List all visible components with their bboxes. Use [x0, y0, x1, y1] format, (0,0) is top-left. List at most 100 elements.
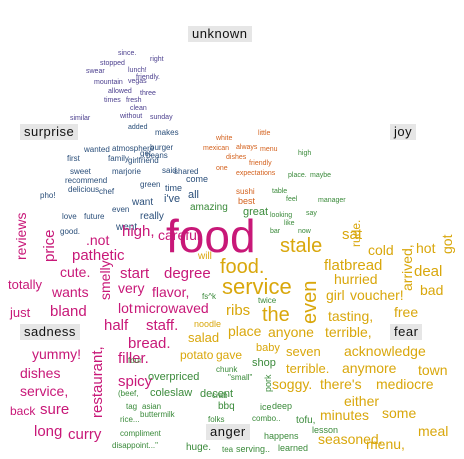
word: looking: [270, 212, 293, 219]
word: time: [165, 183, 183, 193]
word: cold: [368, 242, 394, 258]
word: compliment: [120, 429, 161, 438]
word: beans: [146, 151, 168, 160]
word: cute.: [60, 264, 91, 280]
word: baby: [256, 342, 280, 354]
word: feel: [286, 196, 298, 203]
word: degree: [164, 265, 211, 282]
word: four: [128, 356, 142, 365]
word: best: [238, 196, 256, 206]
word: salad: [188, 330, 220, 345]
word: meal: [418, 423, 449, 439]
word: tea: [222, 445, 234, 454]
word: combo..: [252, 414, 281, 423]
word: asian: [142, 402, 162, 411]
word: overpriced: [148, 371, 200, 383]
word: fs^k: [202, 292, 216, 301]
word: say: [306, 210, 317, 217]
word: just: [10, 305, 31, 320]
word: hurried: [334, 271, 378, 287]
word: filler.: [118, 350, 149, 367]
word: sushi: [236, 187, 255, 196]
word: minutes: [320, 407, 370, 423]
category-label-joy: joy: [390, 124, 417, 141]
word: tasting,: [328, 308, 374, 324]
word: i've: [164, 193, 181, 205]
word: times: [104, 97, 121, 104]
word: staff.: [146, 317, 179, 334]
word: dishes: [226, 154, 247, 161]
word: either: [344, 393, 380, 409]
word: sunday: [150, 114, 173, 121]
word: maybe: [310, 172, 332, 179]
word: flatbread: [324, 257, 383, 274]
word: great: [243, 206, 269, 218]
word: smelly: [97, 260, 113, 300]
word: amazing: [190, 202, 228, 213]
word: bar: [270, 228, 281, 235]
word: service: [222, 274, 292, 299]
word: first: [67, 154, 80, 163]
word: want: [132, 197, 154, 208]
word: shop: [252, 357, 276, 369]
word: like: [284, 220, 295, 227]
word: voucher!: [350, 287, 404, 303]
word: right: [150, 56, 164, 63]
word: soggy.: [272, 376, 313, 392]
word: ribs: [226, 302, 251, 319]
word: stopped: [100, 60, 125, 67]
word: anyone: [268, 324, 314, 340]
word: bad: [420, 282, 444, 298]
word: there's: [320, 376, 362, 392]
word: tofu,: [296, 415, 316, 426]
word: huge.: [186, 442, 212, 453]
word: even: [299, 280, 321, 324]
word: swear: [86, 68, 105, 75]
word: marjorie: [112, 167, 141, 176]
word: the: [262, 304, 290, 326]
word: get: [140, 149, 152, 158]
word: burger: [150, 143, 174, 152]
word: allowed: [108, 88, 132, 95]
word: place.: [288, 172, 307, 179]
word: start: [120, 265, 150, 282]
word: love: [62, 212, 77, 221]
word: pork: [263, 374, 273, 392]
word: added: [128, 124, 148, 131]
word: sweet: [70, 167, 91, 176]
word: bbq: [218, 401, 235, 412]
word: mountain: [94, 79, 123, 86]
word: gave: [216, 348, 243, 362]
word: terrible.: [286, 361, 330, 376]
word: girl: [326, 287, 345, 303]
word: will: [198, 251, 212, 262]
word: fresh: [126, 97, 142, 104]
word: chunk: [216, 365, 238, 374]
word: similar: [70, 115, 91, 122]
word: friendly.: [136, 74, 160, 81]
word: white: [216, 135, 233, 142]
category-label-surprise: surprise: [20, 124, 79, 141]
word: now: [298, 228, 311, 235]
word: decent: [200, 388, 234, 400]
word: half: [104, 317, 129, 334]
word: lot: [118, 300, 133, 316]
word: price: [41, 229, 58, 262]
word: expectations: [236, 170, 276, 177]
word: always: [236, 144, 258, 151]
word: twice: [258, 296, 277, 305]
word: lesson: [312, 425, 339, 435]
word: place: [228, 323, 262, 339]
word: potato: [180, 348, 214, 362]
word: restaurant,: [89, 346, 106, 418]
word: table: [272, 188, 288, 195]
word: pathetic: [72, 247, 125, 264]
word: rice...: [120, 415, 140, 424]
word: makes: [155, 128, 179, 137]
word: good.: [60, 227, 81, 236]
word: sat: [342, 226, 363, 243]
word: one: [216, 165, 228, 172]
word: deal: [414, 263, 443, 280]
word: careful: [158, 227, 201, 243]
word-food-large: food: [166, 210, 256, 262]
